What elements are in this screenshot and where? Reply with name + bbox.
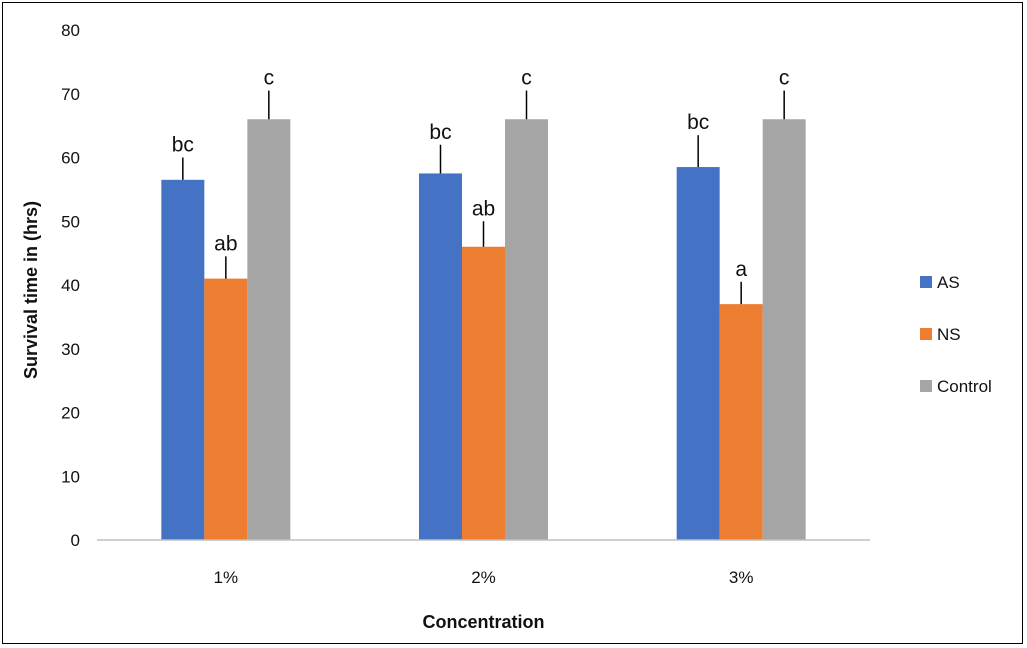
- significance-label: ab: [214, 232, 237, 255]
- x-tick-label: 1%: [214, 568, 239, 587]
- bar-ns: [204, 278, 248, 540]
- y-axis: 0 10 20 30 40 50 60 70 80: [61, 21, 80, 550]
- bar-as: [676, 167, 720, 540]
- y-tick-label: 40: [61, 276, 80, 295]
- y-tick-label: 10: [61, 467, 80, 486]
- x-axis-title: Concentration: [422, 612, 544, 632]
- bars: bc ab c bc ab c bc a c: [161, 67, 806, 540]
- y-tick-label: 20: [61, 404, 80, 423]
- bar-as: [419, 173, 462, 540]
- y-tick-label: 30: [61, 340, 80, 359]
- legend-swatch: [920, 380, 932, 392]
- bar-control: [762, 119, 806, 540]
- significance-label: a: [735, 258, 747, 281]
- y-tick-label: 50: [61, 212, 80, 231]
- bar-ns: [462, 246, 505, 540]
- y-tick-label: 70: [61, 85, 80, 104]
- bar-ns: [719, 304, 763, 540]
- significance-label: bc: [429, 121, 451, 144]
- x-tick-label: 3%: [729, 568, 754, 587]
- legend-swatch: [920, 276, 932, 288]
- y-tick-label: 80: [61, 21, 80, 40]
- bar-as: [161, 179, 205, 540]
- significance-label: bc: [172, 134, 194, 157]
- bar-control: [247, 119, 291, 540]
- legend-label: NS: [937, 325, 961, 344]
- significance-label: ab: [472, 197, 495, 220]
- x-tick-labels: 1% 2% 3%: [214, 568, 754, 587]
- bar-control: [505, 119, 548, 540]
- y-axis-title: Survival time in (hrs): [21, 201, 41, 379]
- x-tick-label: 2%: [471, 568, 496, 587]
- significance-label: bc: [687, 111, 709, 134]
- legend-swatch: [920, 328, 932, 340]
- y-tick-label: 0: [71, 531, 80, 550]
- significance-label: c: [521, 67, 532, 90]
- legend-label: Control: [937, 377, 992, 396]
- legend-label: AS: [937, 273, 960, 292]
- significance-label: c: [779, 67, 790, 90]
- legend: AS NS Control: [920, 273, 992, 396]
- significance-label: c: [264, 67, 275, 90]
- y-tick-label: 60: [61, 149, 80, 168]
